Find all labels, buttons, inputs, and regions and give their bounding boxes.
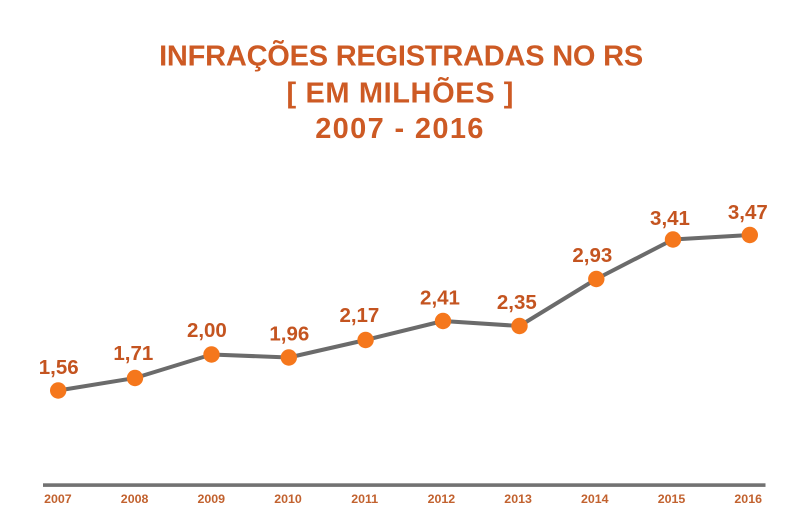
svg-text:2011: 2011 [351, 492, 378, 506]
svg-text:[ EM MILHÕES ]: [ EM MILHÕES ] [287, 76, 515, 110]
svg-text:1,96: 1,96 [269, 322, 309, 345]
svg-text:1,56: 1,56 [39, 356, 79, 379]
svg-text:2016: 2016 [734, 492, 762, 506]
svg-text:3,41: 3,41 [650, 207, 690, 230]
svg-text:INFRAÇÕES REGISTRADAS NO RS: INFRAÇÕES REGISTRADAS NO RS [159, 39, 643, 73]
svg-text:2,17: 2,17 [339, 304, 379, 327]
svg-text:2,41: 2,41 [420, 287, 460, 310]
svg-text:2012: 2012 [428, 492, 456, 506]
svg-text:1,71: 1,71 [113, 342, 153, 365]
svg-text:2007 - 2016: 2007 - 2016 [315, 113, 485, 145]
svg-text:3,47: 3,47 [728, 201, 768, 224]
svg-text:2014: 2014 [581, 492, 609, 506]
svg-text:2009: 2009 [198, 492, 226, 506]
svg-text:2,35: 2,35 [497, 291, 537, 314]
svg-text:2013: 2013 [504, 492, 532, 506]
svg-text:2015: 2015 [658, 492, 686, 506]
svg-text:2,00: 2,00 [187, 319, 227, 342]
svg-text:2010: 2010 [274, 492, 302, 506]
svg-text:2007: 2007 [44, 492, 72, 506]
svg-text:2,93: 2,93 [572, 244, 612, 267]
svg-text:2008: 2008 [121, 492, 149, 506]
